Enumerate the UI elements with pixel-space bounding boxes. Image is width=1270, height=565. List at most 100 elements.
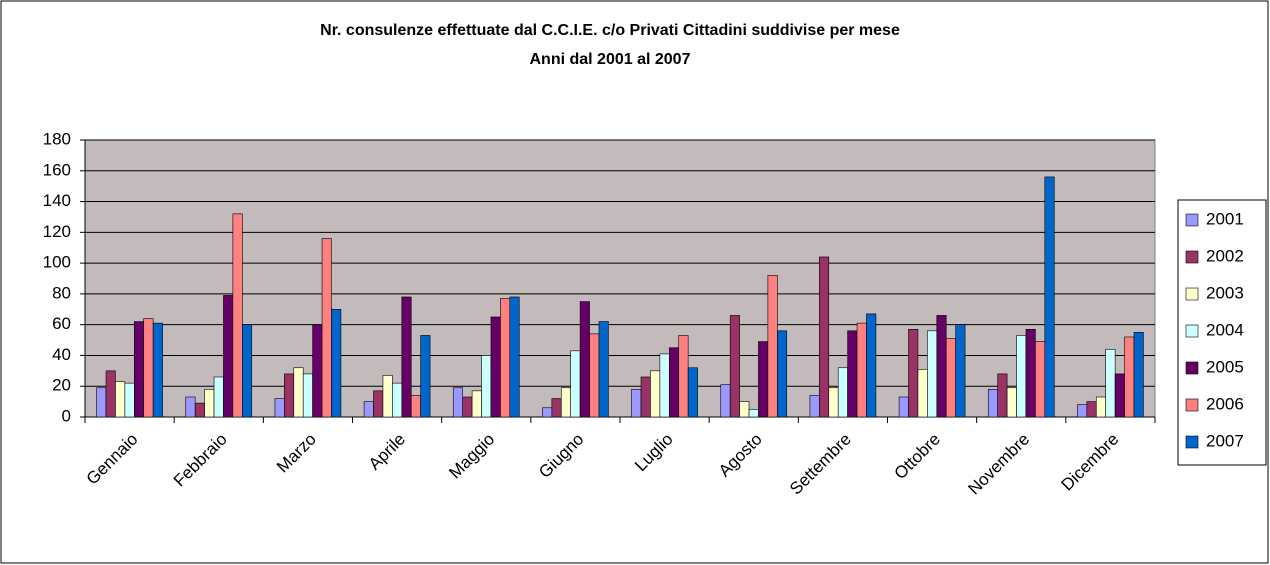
y-tick-label: 180	[43, 129, 71, 148]
legend-label: 2002	[1206, 246, 1244, 265]
bar	[955, 324, 966, 418]
bar	[598, 321, 609, 418]
y-tick-label: 60	[52, 314, 71, 333]
bar	[312, 324, 323, 418]
bar	[809, 395, 820, 418]
y-tick-label: 40	[52, 345, 71, 364]
bar	[410, 395, 421, 418]
bar	[213, 376, 224, 418]
bar	[382, 375, 393, 418]
bar	[321, 238, 332, 418]
legend-swatch	[1185, 435, 1199, 449]
legend-label: 2005	[1206, 357, 1244, 376]
bar	[500, 298, 511, 418]
bar	[908, 328, 919, 418]
bar	[828, 387, 839, 418]
bar	[551, 398, 562, 418]
bar	[866, 313, 877, 418]
bar	[758, 341, 769, 418]
chart-subtitle: Anni dal 2001 al 2007	[530, 51, 691, 68]
bar	[194, 402, 205, 418]
bar	[579, 301, 590, 418]
chart-title: Nr. consulenze effettuate dal C.C.I.E. c…	[320, 22, 900, 39]
bar	[748, 409, 759, 418]
y-tick-label: 0	[62, 406, 71, 425]
bar	[1044, 176, 1055, 418]
bar	[589, 333, 600, 418]
bar	[1086, 401, 1097, 418]
y-tick-label: 20	[52, 376, 71, 395]
bar	[490, 316, 501, 418]
legend-box	[1177, 199, 1267, 466]
bar	[96, 387, 107, 418]
legend-swatch	[1185, 250, 1199, 264]
legend-swatch	[1185, 324, 1199, 338]
bar	[1133, 332, 1144, 418]
bar	[331, 308, 342, 418]
bar	[152, 322, 163, 418]
bar	[401, 296, 412, 418]
legend-label: 2001	[1206, 209, 1244, 228]
bar	[542, 407, 553, 418]
bar	[997, 373, 1008, 418]
bar	[936, 315, 947, 418]
bar	[124, 382, 135, 418]
bar	[739, 401, 750, 418]
bar	[659, 353, 670, 418]
bar	[1105, 348, 1116, 418]
bar	[185, 396, 196, 418]
bar	[668, 347, 680, 418]
bar	[242, 324, 253, 418]
bar	[767, 275, 778, 418]
bar	[105, 370, 116, 418]
bar	[720, 384, 731, 418]
bar	[1124, 336, 1135, 418]
bar	[223, 295, 234, 418]
bar	[1025, 328, 1036, 418]
bar	[1095, 396, 1107, 418]
bar	[204, 388, 215, 418]
legend-swatch	[1185, 361, 1199, 375]
legend-label: 2006	[1206, 394, 1244, 413]
bar	[392, 382, 403, 418]
legend-swatch	[1185, 287, 1199, 301]
bar	[777, 330, 788, 418]
bar	[373, 390, 384, 418]
bar	[856, 322, 867, 418]
bar	[481, 355, 492, 418]
bar	[837, 367, 848, 418]
bar	[420, 335, 431, 418]
bar	[560, 387, 572, 418]
bar	[640, 376, 651, 418]
y-tick-label: 80	[52, 283, 71, 302]
bar	[631, 388, 642, 418]
bar	[570, 350, 581, 418]
bar	[115, 381, 126, 418]
y-tick-label: 160	[43, 160, 71, 179]
bar	[462, 396, 473, 418]
bar	[987, 388, 998, 418]
bar	[650, 370, 661, 418]
legend-label: 2007	[1206, 431, 1244, 450]
bar	[1035, 341, 1046, 418]
bar	[302, 373, 313, 418]
bar	[917, 368, 928, 418]
legend-label: 2004	[1206, 320, 1244, 339]
bar	[452, 387, 463, 418]
bar	[1006, 387, 1017, 418]
bar	[232, 213, 243, 418]
y-tick-label: 140	[43, 191, 71, 210]
bar	[133, 321, 145, 418]
bar	[847, 330, 858, 418]
bar	[898, 396, 909, 418]
bar	[509, 296, 520, 418]
bar	[819, 256, 830, 418]
bar	[1016, 335, 1027, 418]
bar	[471, 390, 482, 418]
legend-swatch	[1185, 213, 1199, 227]
legend-label: 2003	[1206, 283, 1244, 302]
bar	[927, 330, 938, 418]
legend-swatch	[1185, 398, 1199, 412]
plot-area	[84, 139, 1156, 418]
